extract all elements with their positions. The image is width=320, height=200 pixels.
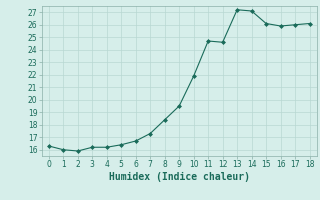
X-axis label: Humidex (Indice chaleur): Humidex (Indice chaleur)	[109, 172, 250, 182]
